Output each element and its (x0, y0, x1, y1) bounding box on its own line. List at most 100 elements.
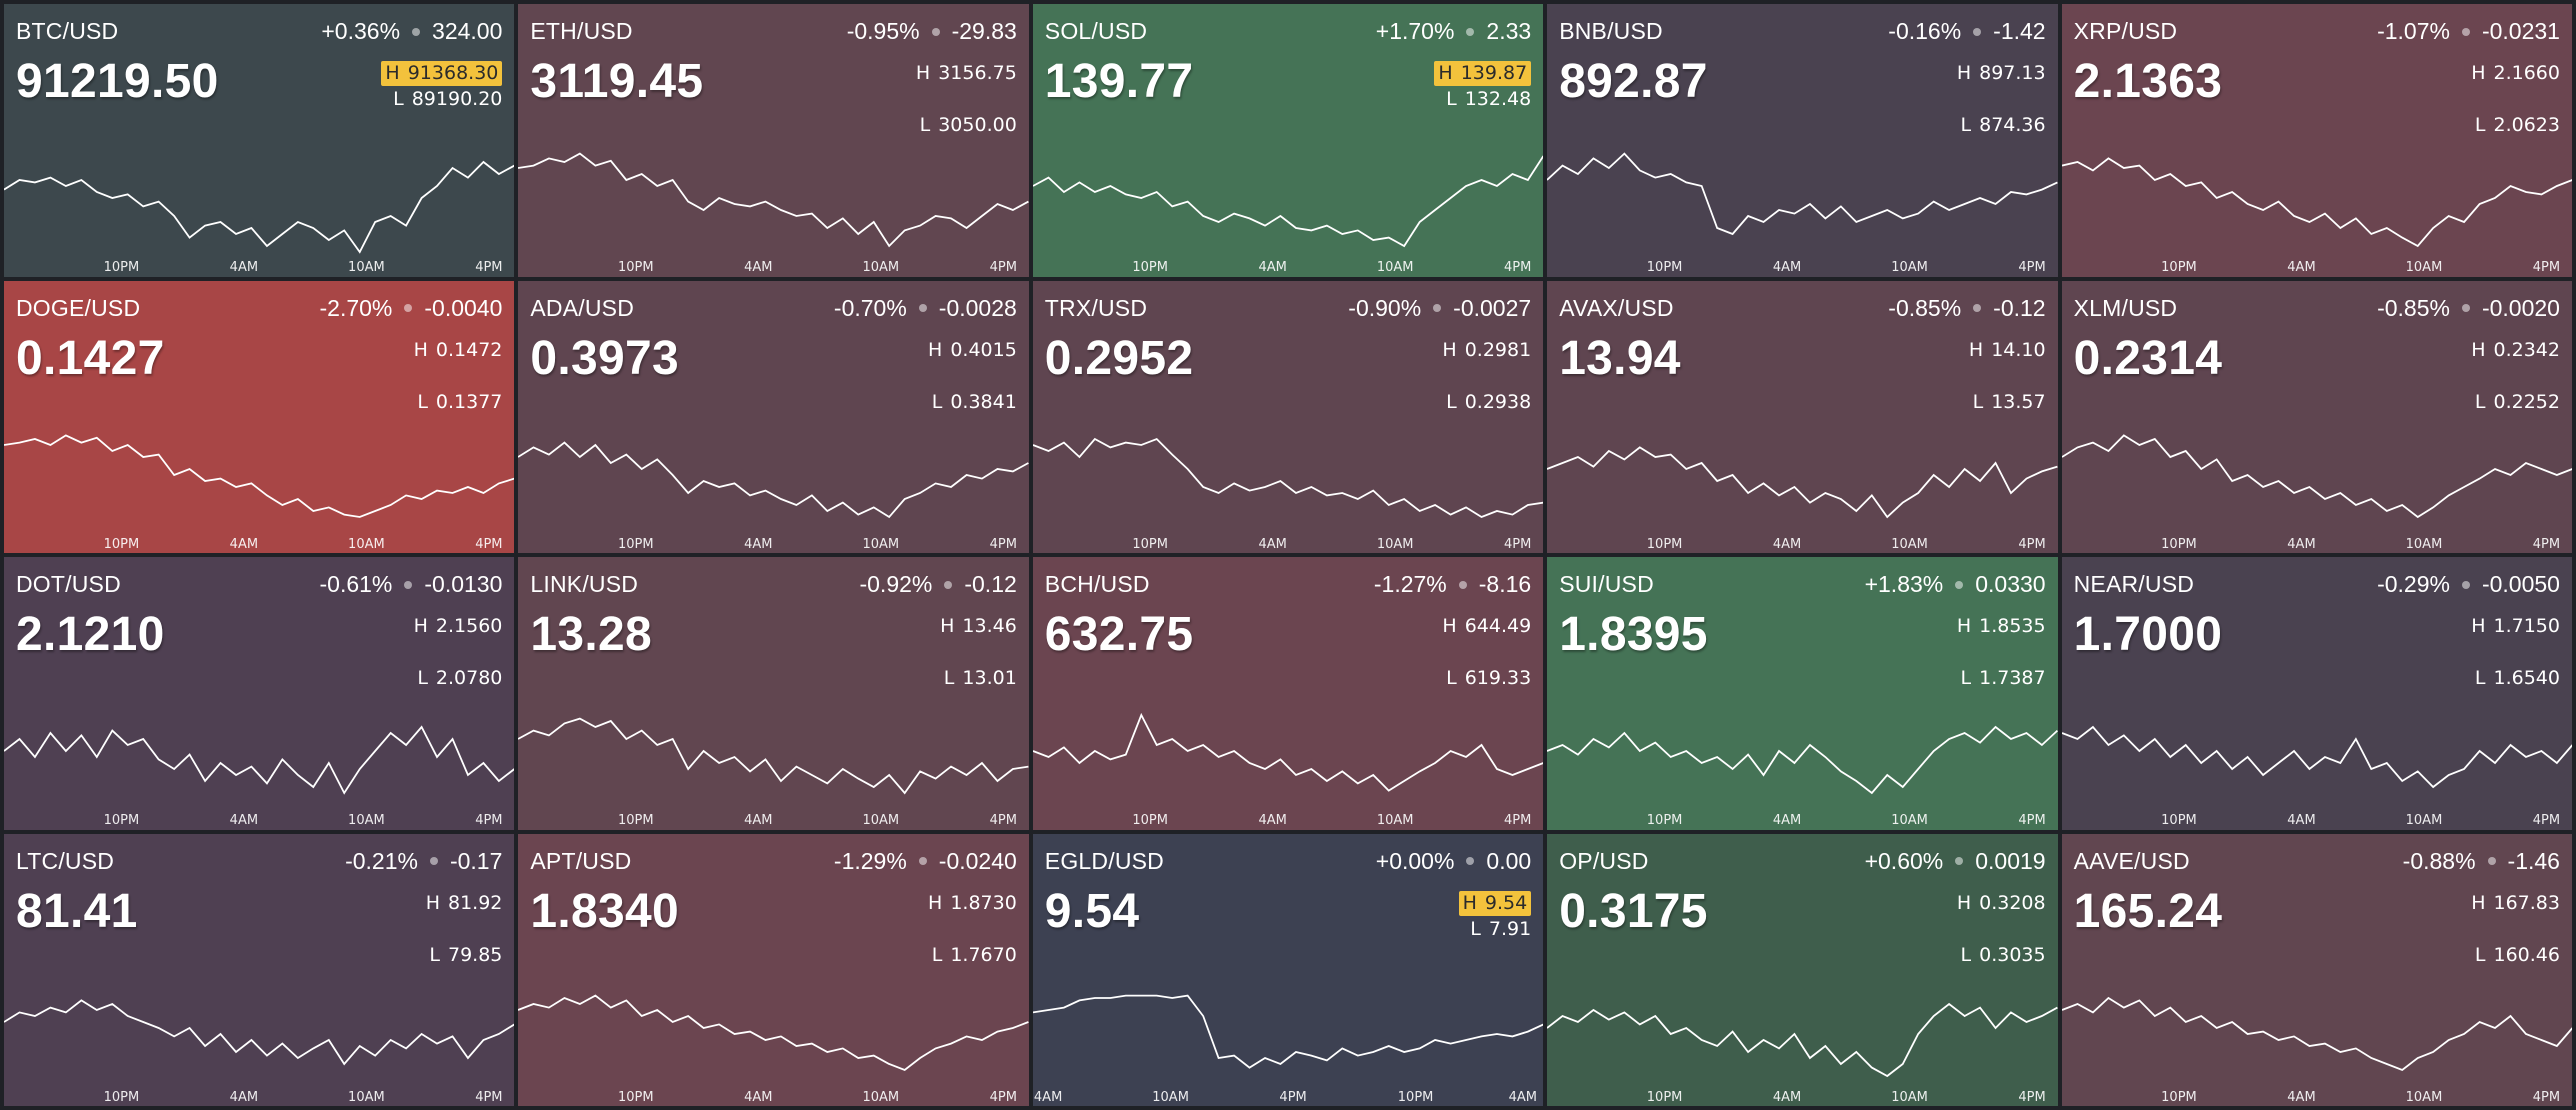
change-percent: -0.92% (859, 571, 933, 597)
high-label: H (1956, 615, 1972, 637)
time-tick-label: 4AM (2287, 813, 2316, 828)
high-low-block: H 1.7150 L 1.6540 (2471, 613, 2560, 691)
high-number: 2.1660 (2493, 62, 2560, 84)
high-number: 1.7150 (2493, 615, 2560, 637)
high-label: H (385, 62, 400, 84)
sparkline-path (1547, 1004, 2057, 1076)
change-absolute: -0.0050 (2481, 571, 2560, 597)
ticker-tile[interactable]: LTC/USD -0.21% -0.17 81.41 H 81.92 L 79.85 10PM 4… (4, 833, 515, 1106)
change-display: -1.27% -8.16 (1374, 571, 1531, 598)
symbol-label: DOT/USD (16, 571, 121, 597)
price-sparkline (4, 399, 514, 539)
sparkline-path (1547, 154, 2057, 234)
change-display: -0.92% -0.12 (859, 571, 1016, 598)
symbol-label: BTC/USD (16, 18, 119, 44)
symbol-label: AVAX/USD (1559, 294, 1674, 321)
high-number: 0.3208 (1979, 891, 2046, 914)
change-percent: -1.29% (833, 847, 907, 874)
change-display: -0.61% -0.0130 (320, 571, 503, 598)
ticker-tile[interactable]: DOGE/USD -2.70% -0.0040 0.1427 H 0.1472 L 0.137… (4, 280, 515, 553)
high-low-block: H 1.8730 L 1.7670 (928, 890, 1017, 968)
last-price: 1.8395 (1559, 608, 1708, 661)
low-label: L (1446, 390, 1457, 413)
price-sparkline (1547, 675, 2057, 815)
sparkline-path (2062, 435, 2572, 517)
price-sparkline (1547, 399, 2057, 539)
price-sparkline (1033, 122, 1543, 262)
time-tick-label: 10AM (1891, 260, 1928, 275)
separator-dot-icon (2487, 857, 2496, 865)
high-label: H (2471, 615, 2486, 637)
high-value: H 81.92 (426, 890, 503, 916)
ticker-tile[interactable]: ADA/USD -0.70% -0.0028 0.3973 H 0.4015 L 0.3841… (518, 280, 1029, 553)
ticker-tile[interactable]: XRP/USD -1.07% -0.0231 2.1363 H 2.1660 L 2.0623… (2061, 4, 2572, 277)
sparkline-path (1547, 447, 2057, 517)
ticker-tile[interactable]: XLM/USD -0.85% -0.0020 0.2314 H 0.2342 L 0.2252… (2061, 280, 2572, 553)
price-sparkline (2062, 122, 2572, 262)
ticker-tile[interactable]: AVAX/USD -0.85% -0.12 13.94 H 14.10 L 13.57 10PM… (1547, 280, 2058, 553)
low-value: L 2.0623 (2471, 112, 2560, 138)
separator-dot-icon (918, 857, 927, 865)
ticker-tile[interactable]: TRX/USD -0.90% -0.0027 0.2952 H 0.2981 L 0.2938… (1032, 280, 1544, 553)
high-label: H (1442, 338, 1457, 361)
ticker-tile[interactable]: BCH/USD -1.27% -8.16 632.75 H 644.49 L 619.33 10… (1032, 557, 1544, 830)
last-price: 1.7000 (2073, 608, 2223, 661)
time-tick-label: 10AM (862, 260, 900, 275)
ticker-tile[interactable]: ETH/USD -0.95% -29.83 3119.45 H 3156.75 L 3050.… (518, 4, 1029, 277)
change-percent: +0.60% (1864, 847, 1944, 874)
change-percent: -1.07% (2377, 18, 2450, 44)
ticker-tile[interactable]: SUI/USD +1.83% 0.0330 1.8395 H 1.8535 L 1.7387 1… (1547, 557, 2058, 830)
time-tick-label: 4AM (229, 813, 259, 828)
time-tick-label: 10PM (1397, 1089, 1434, 1105)
ticker-tile[interactable]: BNB/USD -0.16% -1.42 892.87 H 897.13 L 874.36 10… (1547, 4, 2058, 277)
ticker-tile[interactable]: LINK/USD -0.92% -0.12 13.28 H 13.46 L 13.01 10PM… (518, 557, 1029, 830)
high-value: H 2.1660 (2471, 60, 2560, 86)
high-value: H 13.46 (940, 613, 1017, 639)
change-display: -0.85% -0.12 (1888, 295, 2045, 322)
ticker-tile[interactable]: DOT/USD -0.61% -0.0130 2.1210 H 2.1560 L 2.0780… (4, 557, 515, 830)
time-tick-label: 10PM (2161, 536, 2197, 552)
symbol-label: LINK/USD (530, 571, 639, 597)
last-price: 892.87 (1559, 55, 1708, 108)
low-number: 0.3035 (1979, 943, 2046, 966)
change-absolute: -0.0231 (2481, 18, 2560, 44)
change-display: +1.83% 0.0330 (1865, 571, 2046, 598)
time-axis: 10PM 4AM 10AM 4PM (4, 813, 514, 830)
time-tick-label: 10AM (2405, 260, 2443, 275)
symbol-label: TRX/USD (1044, 294, 1148, 321)
high-number: 0.2981 (1464, 338, 1532, 361)
high-low-block: H 2.1660 L 2.0623 (2471, 60, 2560, 138)
ticker-tile[interactable]: APT/USD -1.29% -0.0240 1.8340 H 1.8730 L 1.7670… (518, 833, 1029, 1107)
low-label: L (1470, 917, 1481, 940)
high-label: H (413, 615, 428, 637)
time-axis: 10PM 4AM 10AM 4PM (518, 1090, 1028, 1107)
high-label: H (1442, 615, 1457, 637)
time-tick-label: 4AM (1258, 536, 1287, 552)
ticker-tile[interactable]: EGLD/USD +0.00% 0.00 9.54 H 9.54 L 7.91 4AM 10AM 4… (1032, 833, 1544, 1106)
last-price: 0.3973 (530, 331, 680, 385)
low-number: 0.2938 (1464, 390, 1532, 413)
time-tick-label: 4AM (1772, 536, 1802, 552)
ticker-tile[interactable]: OP/USD +0.60% 0.0019 0.3175 H 0.3208 L 0.3035 10… (1547, 833, 2058, 1106)
time-tick-label: 10AM (862, 813, 900, 828)
ticker-tile[interactable]: NEAR/USD -0.29% -0.0050 1.7000 H 1.7150 L 1.654… (2061, 557, 2572, 830)
low-label: L (2474, 667, 2486, 689)
ticker-tile[interactable]: BTC/USD +0.36% 324.00 91219.50 H 91368.30 L 891… (4, 4, 515, 277)
low-value: L 0.1377 (414, 389, 502, 415)
time-tick-label: 4PM (989, 1089, 1017, 1105)
time-tick-label: 10PM (617, 260, 654, 275)
time-tick-label: 10AM (862, 536, 900, 552)
symbol-label: APT/USD (530, 847, 632, 874)
time-tick-label: 10PM (103, 260, 140, 275)
ticker-tile[interactable]: AAVE/USD -0.88% -1.46 165.24 H 167.83 L 160.46 1… (2061, 833, 2572, 1106)
symbol-label: OP/USD (1559, 847, 1649, 874)
ticker-tile[interactable]: SOL/USD +1.70% 2.33 139.77 H 139.87 L 132.48 10P… (1032, 4, 1544, 277)
low-number: 619.33 (1464, 667, 1532, 689)
change-percent: -0.16% (1888, 18, 1962, 44)
price-sparkline (1547, 122, 2057, 262)
low-value: L 0.2938 (1442, 389, 1531, 415)
price-sparkline (518, 122, 1028, 262)
time-tick-label: 10AM (1376, 813, 1414, 828)
symbol-label: AAVE/USD (2073, 847, 2190, 874)
